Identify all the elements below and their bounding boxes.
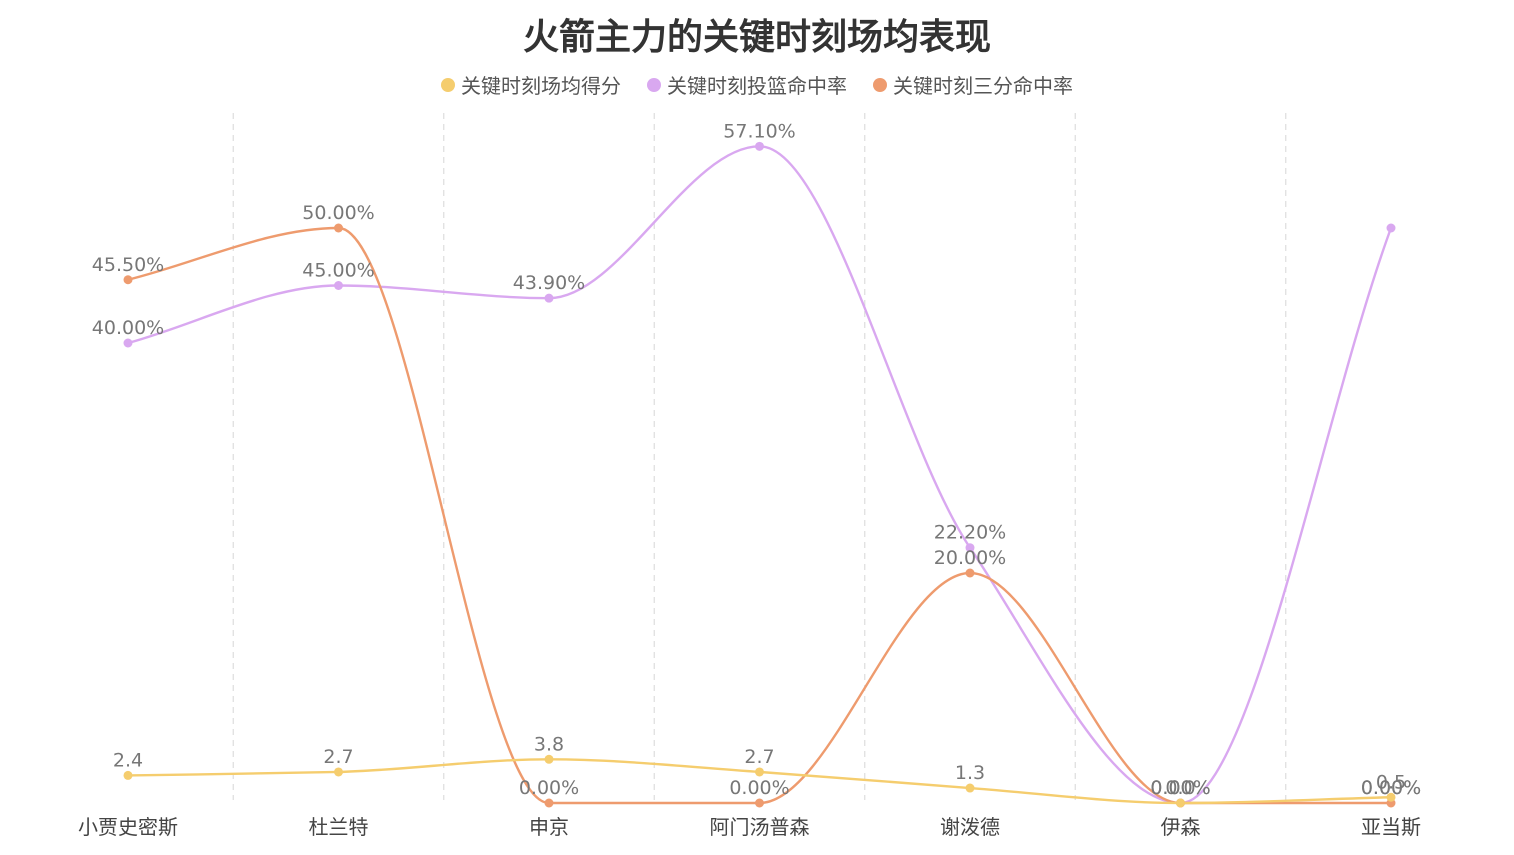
data-label: 2.7 — [744, 746, 774, 768]
legend-item-fg-pct[interactable]: 关键时刻投篮命中率 — [647, 70, 847, 99]
data-label: 20.00% — [934, 547, 1006, 569]
chart-title: 火箭主力的关键时刻场均表现 — [522, 17, 991, 58]
data-label: 57.10% — [723, 120, 795, 142]
data-label: 0.00% — [1150, 777, 1210, 799]
data-point[interactable] — [755, 798, 764, 808]
data-label: 40.00% — [92, 317, 164, 339]
data-label: 45.00% — [302, 260, 374, 282]
data-point[interactable] — [1176, 798, 1185, 808]
data-label: 43.90% — [513, 272, 585, 294]
legend-item-3p-pct[interactable]: 关键时刻三分命中率 — [873, 70, 1073, 99]
data-point[interactable] — [123, 275, 133, 285]
data-label: 0.00% — [729, 777, 789, 799]
series-line — [127, 226, 1391, 805]
data-point[interactable] — [544, 293, 554, 303]
data-point[interactable] — [1386, 792, 1396, 802]
data-label: 0.00% — [1150, 777, 1210, 799]
data-label: 3.8 — [534, 733, 564, 755]
data-point[interactable] — [334, 223, 343, 233]
data-point[interactable] — [544, 798, 554, 808]
data-point[interactable] — [755, 141, 764, 151]
legend: 关键时刻场均得分 关键时刻投篮命中率 关键时刻三分命中率 — [0, 70, 1514, 99]
data-label: 2.4 — [113, 749, 143, 771]
data-point[interactable] — [965, 783, 975, 793]
data-label: 0.00% — [1361, 777, 1421, 799]
data-label: 0.0 — [1165, 777, 1195, 799]
data-label: 45.50% — [92, 254, 164, 276]
series-line — [127, 145, 1393, 805]
data-point[interactable] — [755, 767, 764, 777]
x-tick-label: 小贾史密斯 — [78, 815, 178, 839]
data-label: 50.00% — [302, 202, 374, 224]
data-label: 0.5 — [1376, 771, 1406, 793]
data-point[interactable] — [123, 770, 133, 780]
data-point[interactable] — [1386, 223, 1396, 233]
data-point[interactable] — [334, 281, 343, 290]
legend-marker — [873, 77, 887, 92]
data-label: 0.00% — [519, 777, 579, 799]
data-label: 0.00% — [1361, 777, 1421, 799]
data-label: 1.3 — [955, 762, 985, 784]
data-label: 22.20% — [934, 522, 1006, 544]
x-tick-label: 申京 — [529, 815, 569, 839]
x-tick-label: 亚当斯 — [1361, 815, 1421, 839]
data-point[interactable] — [544, 754, 554, 764]
x-tick-label: 伊森 — [1161, 815, 1201, 839]
x-tick-label: 谢泼德 — [940, 815, 1000, 839]
data-label: 2.7 — [323, 746, 353, 768]
data-point[interactable] — [334, 767, 343, 777]
data-point[interactable] — [965, 543, 975, 553]
data-point[interactable] — [965, 568, 975, 578]
legend-item-points[interactable]: 关键时刻场均得分 — [441, 70, 621, 99]
legend-marker — [441, 77, 455, 92]
x-tick-label: 阿门汤普森 — [710, 815, 810, 839]
legend-marker — [647, 77, 661, 92]
data-point[interactable] — [123, 338, 133, 348]
legend-label: 关键时刻投篮命中率 — [667, 74, 847, 98]
legend-label: 关键时刻场均得分 — [461, 74, 621, 98]
legend-label: 关键时刻三分命中率 — [893, 74, 1073, 98]
x-tick-label: 杜兰特 — [309, 815, 369, 839]
